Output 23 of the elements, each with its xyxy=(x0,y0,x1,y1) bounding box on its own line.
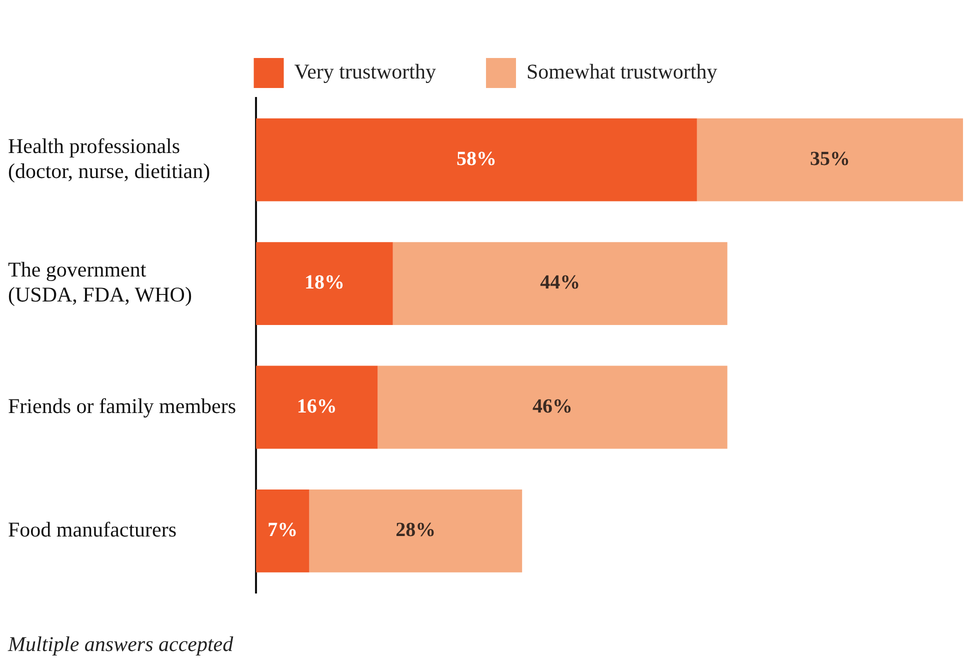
data-label: 7% xyxy=(268,519,298,542)
bar xyxy=(256,118,697,202)
data-label: 58% xyxy=(456,148,496,170)
bar xyxy=(378,366,728,449)
bar xyxy=(256,242,393,325)
y-tick-label: Health professionals (doctor, nurse, dietitian) xyxy=(8,134,210,183)
y-tick-label: The government (USDA, FDA, WHO) xyxy=(8,257,192,307)
legend-label: Somewhat trustworthy xyxy=(526,60,718,84)
legend-label: Very trustworthy xyxy=(294,60,436,84)
bar xyxy=(696,118,963,202)
y-tick-label: Food manufacturers xyxy=(8,517,177,542)
bar xyxy=(392,242,728,325)
bar xyxy=(309,490,522,572)
data-label: 28% xyxy=(396,519,436,542)
data-label: 35% xyxy=(810,148,850,170)
y-tick-label: Friends or family members xyxy=(8,394,236,418)
bar xyxy=(256,366,378,449)
data-label: 18% xyxy=(304,272,344,294)
data-label: 44% xyxy=(540,272,580,294)
data-label: 46% xyxy=(532,395,573,418)
data-label: 16% xyxy=(296,395,337,418)
bar xyxy=(256,490,310,572)
text: Multiple answers accepted xyxy=(8,632,234,657)
